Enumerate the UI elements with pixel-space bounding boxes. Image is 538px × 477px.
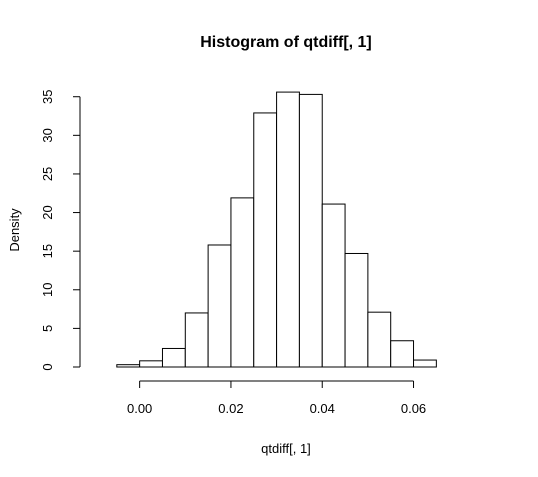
- histogram-bars: [117, 92, 437, 367]
- x-tick-label: 0.04: [310, 401, 335, 416]
- x-axis-label: qtdiff[, 1]: [261, 441, 311, 456]
- y-axis: 0 5 10 15 20 25 30 35: [40, 89, 80, 370]
- y-tick-label: 10: [40, 283, 55, 297]
- y-tick-label: 5: [40, 325, 55, 332]
- x-tick-label: 0.02: [218, 401, 243, 416]
- y-tick-label: 25: [40, 167, 55, 181]
- y-tick-label: 0: [40, 363, 55, 370]
- histogram-bar: [299, 94, 322, 367]
- histogram-bar: [414, 360, 437, 367]
- histogram-bar: [391, 341, 414, 367]
- x-axis: 0.00 0.02 0.04 0.06: [127, 381, 426, 416]
- histogram-bar: [208, 245, 231, 367]
- y-ticks: 0 5 10 15 20 25 30 35: [40, 89, 80, 370]
- histogram-bar: [345, 253, 368, 367]
- y-tick-label: 30: [40, 128, 55, 142]
- histogram-bar: [322, 204, 345, 367]
- y-tick-label: 20: [40, 205, 55, 219]
- histogram-bar: [185, 313, 208, 367]
- x-tick-label: 0.00: [127, 401, 152, 416]
- histogram-bar: [277, 92, 300, 367]
- y-axis-label: Density: [7, 208, 22, 252]
- chart-title: Histogram of qtdiff[, 1]: [200, 34, 372, 51]
- x-ticks: 0.00 0.02 0.04 0.06: [127, 381, 426, 416]
- histogram-bar: [231, 198, 254, 367]
- histogram-bar: [254, 113, 277, 367]
- histogram-bar: [368, 312, 391, 367]
- x-tick-label: 0.06: [401, 401, 426, 416]
- histogram-bar: [117, 365, 140, 367]
- y-tick-label: 15: [40, 244, 55, 258]
- histogram-bar: [162, 348, 185, 367]
- histogram-bar: [140, 361, 163, 367]
- y-tick-label: 35: [40, 89, 55, 103]
